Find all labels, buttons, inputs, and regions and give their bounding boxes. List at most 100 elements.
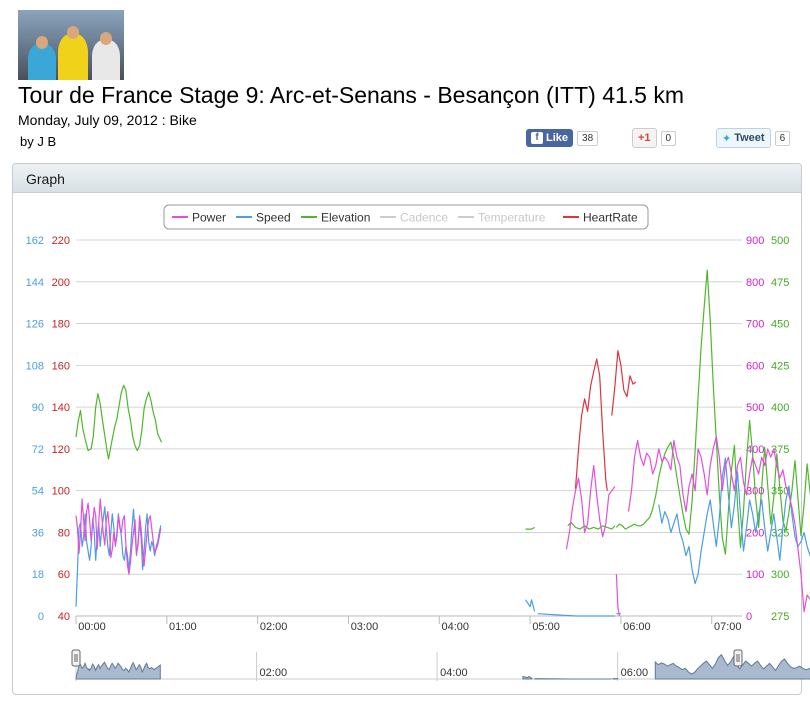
facebook-like-button[interactable]: f Like xyxy=(526,129,574,147)
elevation-axis-tick-label: 450 xyxy=(771,319,789,331)
speed-axis-tick-label: 72 xyxy=(32,444,44,456)
speed-axis-tick-label: 54 xyxy=(32,486,44,498)
series-line-power xyxy=(627,435,810,613)
power-axis-tick-label: 100 xyxy=(746,569,764,581)
series-line-speed xyxy=(537,613,615,617)
x-axis-tick-label: 01:00 xyxy=(169,621,197,633)
power-axis-tick-label: 700 xyxy=(746,319,764,331)
heartrate-axis-tick-label: 140 xyxy=(52,402,70,414)
speed-axis-tick-label: 0 xyxy=(38,611,44,623)
elevation-axis-tick-label: 300 xyxy=(771,569,789,581)
navigator-tick-label: 06:00 xyxy=(621,667,649,679)
heartrate-axis-tick-label: 120 xyxy=(52,444,70,456)
legend-label: Cadence xyxy=(400,211,448,225)
tweet-button[interactable]: ✦ Tweet xyxy=(716,128,771,148)
elevation-axis-tick-label: 475 xyxy=(771,277,789,289)
google-plus-widget[interactable]: +1 0 xyxy=(632,128,677,148)
legend-item-power[interactable]: Power xyxy=(172,211,226,225)
series-elevation xyxy=(75,269,810,555)
speed-axis-tick-label: 90 xyxy=(32,402,44,414)
navigator-handle-body[interactable] xyxy=(733,649,743,667)
navigator-tick-label: 02:00 xyxy=(260,667,288,679)
series-line-elevation xyxy=(615,269,810,555)
power-axis-tick-label: 400 xyxy=(746,444,764,456)
series-line-elevation xyxy=(567,521,616,530)
power-axis-tick-label: 0 xyxy=(746,611,752,623)
heartrate-axis-tick-label: 180 xyxy=(52,319,70,331)
legend-label: HeartRate xyxy=(583,211,638,225)
speed-axis-tick-label: 18 xyxy=(32,569,44,581)
rider-center-head xyxy=(67,26,79,39)
facebook-like-label: Like xyxy=(546,132,569,144)
power-axis-tick-label: 600 xyxy=(746,360,764,372)
heartrate-axis-tick-label: 160 xyxy=(52,360,70,372)
elevation-axis-tick-label: 375 xyxy=(771,444,789,456)
stage-podium-photo xyxy=(18,10,124,80)
series-line-heartrate xyxy=(611,350,637,416)
legend-label: Temperature xyxy=(478,211,546,225)
series-line-power xyxy=(615,574,620,617)
speed-axis-tick-label: 126 xyxy=(26,319,44,331)
series-line-elevation xyxy=(75,384,163,460)
rider-left-head xyxy=(36,36,48,49)
series-speed xyxy=(75,457,810,617)
legend-item-temperature[interactable]: Temperature xyxy=(458,211,546,225)
heartrate-axis-tick-label: 220 xyxy=(52,235,70,247)
x-axis-tick-label: 06:00 xyxy=(623,621,651,633)
legend-label: Power xyxy=(192,211,226,225)
x-axis-tick-label: 00:00 xyxy=(78,621,106,633)
legend-label: Elevation xyxy=(321,211,370,225)
heartrate-axis-tick-label: 80 xyxy=(58,527,70,539)
elevation-axis-tick-label: 400 xyxy=(771,402,789,414)
legend-label: Speed xyxy=(256,211,291,225)
google-plus-label: +1 xyxy=(638,132,651,144)
series-line-power xyxy=(75,498,162,575)
x-axis-tick-label: 02:00 xyxy=(260,621,288,633)
legend-item-cadence[interactable]: Cadence xyxy=(380,211,448,225)
power-axis-tick-label: 200 xyxy=(746,527,764,539)
facebook-like-count: 38 xyxy=(577,130,599,146)
power-axis-tick-label: 500 xyxy=(746,402,764,414)
navigator-series-area xyxy=(75,661,161,680)
elevation-axis-tick-label: 425 xyxy=(771,360,789,372)
tweet-count: 6 xyxy=(774,130,791,146)
series-line-elevation xyxy=(525,526,535,530)
navigator-left-handle[interactable] xyxy=(71,649,81,667)
series-line-speed xyxy=(658,457,810,585)
legend-item-elevation[interactable]: Elevation xyxy=(301,211,370,225)
twitter-bird-icon: ✦ xyxy=(722,132,732,145)
x-axis-tick-label: 07:00 xyxy=(714,621,742,633)
graph-panel: Graph xyxy=(12,163,802,695)
power-axis-tick-label: 900 xyxy=(746,235,764,247)
series-line-heartrate xyxy=(574,358,608,491)
speed-axis-tick-label: 36 xyxy=(32,527,44,539)
heartrate-axis-tick-label: 100 xyxy=(52,486,70,498)
navigator-series-area xyxy=(654,653,810,680)
facebook-icon: f xyxy=(531,132,543,144)
graph-panel-header: Graph xyxy=(13,164,801,193)
x-axis-tick-label: 03:00 xyxy=(351,621,379,633)
chart-legend: Power Speed Elevation Cadence Temperature Hea… xyxy=(163,204,649,230)
page-title: Tour de France Stage 9: Arc-et-Senans - … xyxy=(18,82,685,108)
x-axis-tick-label: 05:00 xyxy=(532,621,560,633)
twitter-tweet-widget[interactable]: ✦ Tweet 6 xyxy=(716,128,791,148)
navigator-series-area xyxy=(522,675,533,680)
legend-item-speed[interactable]: Speed xyxy=(236,211,291,225)
heartrate-axis-tick-label: 200 xyxy=(52,277,70,289)
elevation-axis-tick-label: 500 xyxy=(771,235,789,247)
rider-right-head xyxy=(100,32,112,45)
legend-item-heartrate[interactable]: HeartRate xyxy=(563,211,638,225)
facebook-like-widget[interactable]: f Like 38 xyxy=(526,128,599,148)
navigator-handle-body[interactable] xyxy=(71,649,81,667)
google-plus-button[interactable]: +1 xyxy=(632,128,657,148)
heartrate-axis-tick-label: 40 xyxy=(58,611,70,623)
legend-box xyxy=(163,204,649,230)
navigator-right-handle[interactable] xyxy=(733,649,743,667)
speed-axis-tick-label: 144 xyxy=(26,277,44,289)
series-line-speed xyxy=(525,599,536,612)
google-plus-count: 0 xyxy=(660,130,677,146)
x-axis-tick-label: 04:00 xyxy=(442,621,470,633)
navigator-tick-label: 04:00 xyxy=(440,667,468,679)
series-heartrate xyxy=(574,350,637,491)
